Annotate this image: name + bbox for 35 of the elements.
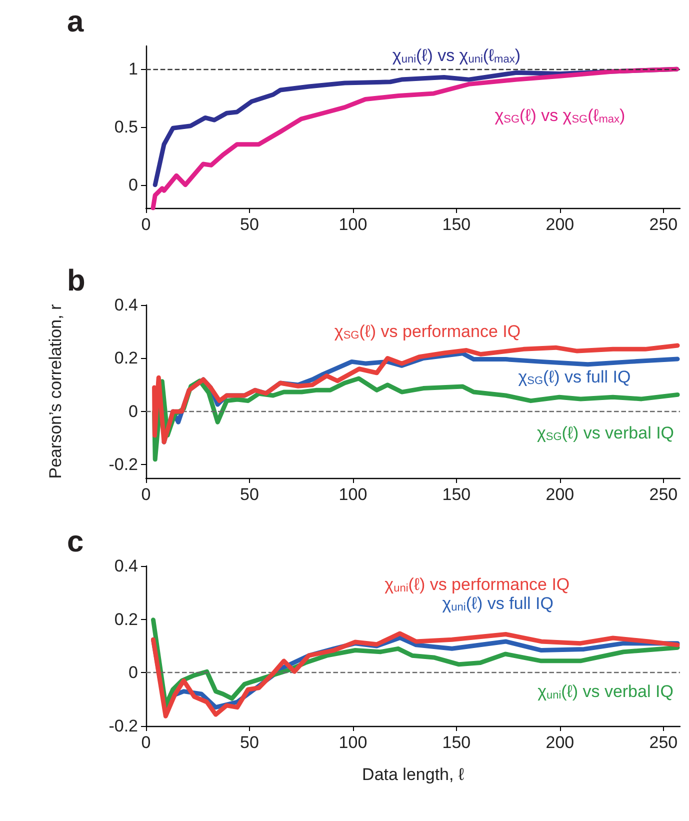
- line-series: [150, 66, 680, 210]
- x-tick-label: 200: [546, 215, 574, 234]
- x-tick-label: 150: [442, 485, 471, 504]
- x-axis-title: Data length, ℓ: [362, 765, 464, 784]
- x-tick-label: 0: [141, 485, 151, 504]
- y-tick-label: -0.2: [108, 455, 138, 474]
- x-tick-label: 0: [141, 215, 151, 234]
- x-tick-label: 250: [649, 485, 678, 504]
- x-tick-label: 250: [649, 215, 678, 234]
- y-tick-label: 0.2: [114, 610, 138, 629]
- x-tick-label: 200: [546, 733, 574, 752]
- y-axis-title: Pearson’s correlation, r: [46, 304, 65, 479]
- x-tick-label: 0: [141, 733, 151, 752]
- y-tick-label: 0.5: [114, 118, 138, 136]
- x-tick-label: 150: [442, 733, 471, 752]
- x-tick-label: 50: [240, 215, 259, 234]
- chart-title: c: [67, 526, 84, 558]
- x-tick-label: 100: [338, 215, 368, 234]
- x-tick-label: 100: [338, 485, 368, 504]
- x-tick-label: 100: [338, 733, 368, 752]
- y-tick-label: 0.4: [114, 556, 138, 576]
- y-tick-label: 0: [128, 663, 138, 682]
- x-tick-label: 50: [240, 733, 259, 752]
- y-tick-label: 0.4: [114, 296, 138, 314]
- y-tick-label: 0: [128, 402, 138, 421]
- chart-title: b: [67, 264, 86, 298]
- x-tick-label: 50: [240, 485, 259, 504]
- x-tick-label: 200: [546, 485, 574, 504]
- y-tick-label: 0: [128, 175, 138, 194]
- y-tick-label: 0.2: [114, 348, 138, 368]
- y-tick-label: 1: [128, 60, 138, 79]
- x-tick-label: 150: [442, 215, 471, 234]
- chart-title: a: [67, 6, 84, 38]
- y-tick-label: -0.2: [108, 716, 138, 736]
- x-tick-label: 250: [649, 733, 678, 752]
